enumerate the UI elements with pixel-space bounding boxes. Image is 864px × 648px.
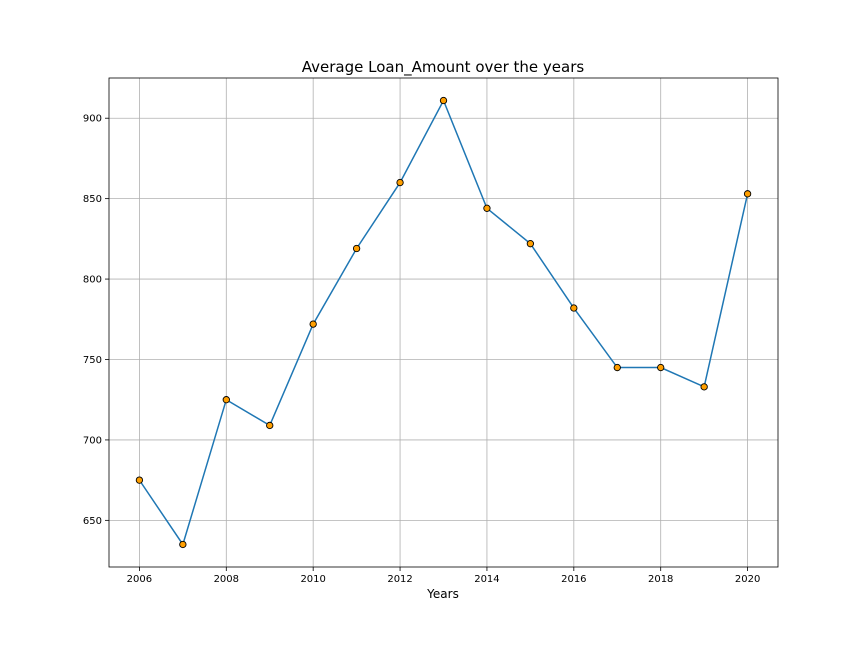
chart-title: Average Loan_Amount over the years (302, 58, 585, 77)
x-tick-label: 2012 (387, 574, 412, 585)
data-point (743, 190, 752, 198)
y-tick-label: 650 (83, 516, 102, 527)
y-tick-label: 850 (83, 194, 102, 205)
data-point (309, 320, 317, 328)
x-tick-label: 2006 (127, 574, 152, 585)
data-point (222, 396, 230, 404)
data-point (570, 304, 578, 312)
data-point (135, 476, 144, 484)
data-point (613, 363, 621, 372)
y-axis-ticks: 650 700 750 800 850 900 (83, 114, 109, 527)
y-tick-label: 700 (83, 435, 102, 446)
y-tick-label: 900 (83, 114, 102, 125)
data-point (266, 421, 274, 430)
x-tick-label: 2010 (300, 574, 325, 585)
axes-frame (108, 77, 779, 568)
data-point (526, 240, 535, 248)
y-tick-label: 800 (83, 275, 102, 286)
x-tick-label: 2016 (561, 574, 586, 585)
x-tick-label: 2008 (214, 574, 239, 585)
x-axis-label: Years (426, 587, 459, 601)
x-tick-label: 2018 (648, 574, 673, 585)
x-tick-label: 2014 (474, 574, 499, 585)
data-point (700, 383, 708, 391)
data-point (439, 96, 448, 105)
data-point (396, 178, 404, 187)
x-tick-label: 2020 (735, 574, 760, 585)
grid-lines (109, 78, 778, 567)
data-point (352, 244, 361, 253)
y-tick-label: 750 (83, 355, 102, 366)
data-point (179, 540, 187, 549)
data-point (657, 363, 665, 372)
data-point (483, 204, 491, 212)
x-axis-ticks: 2006 2008 2010 2012 2014 2016 2018 2020 (127, 567, 760, 585)
series-layer (135, 96, 752, 549)
